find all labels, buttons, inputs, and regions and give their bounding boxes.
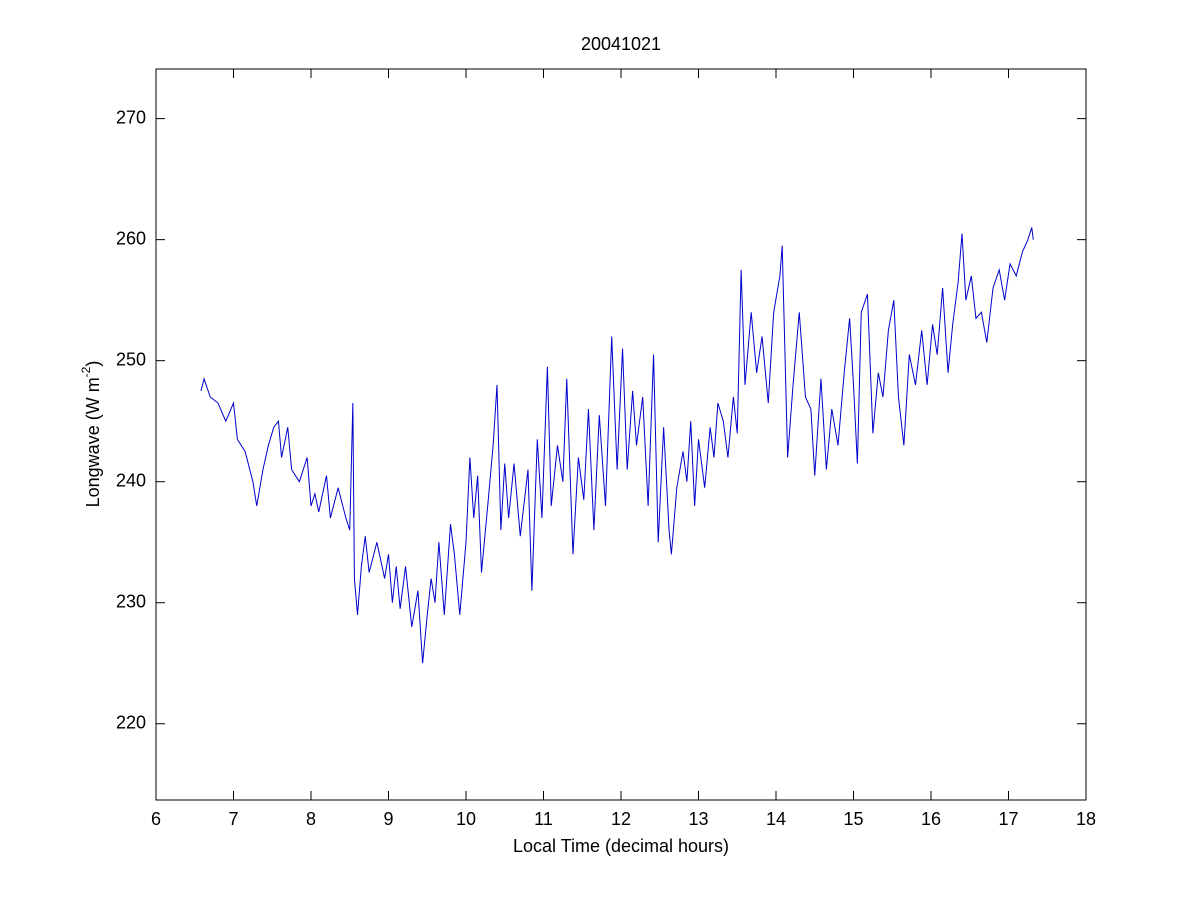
y-label-text: Longwave (W m [83,377,103,507]
x-tick-label: 16 [921,809,941,829]
x-tick-label: 14 [766,809,786,829]
x-tick-label: 12 [611,809,631,829]
y-tick-label: 270 [116,107,146,127]
x-axis-label: Local Time (decimal hours) [513,836,729,856]
x-tick-label: 17 [998,809,1018,829]
x-tick-label: 11 [534,809,553,829]
x-tick-label: 18 [1076,809,1096,829]
y-tick-label: 240 [116,470,146,490]
y-tick-label: 230 [116,591,146,611]
chart-title: 20041021 [581,34,661,54]
y-label-sup: -2 [79,366,93,377]
plot-area [155,68,1087,801]
x-tick-label: 8 [306,809,316,829]
x-tick-label: 10 [456,809,476,829]
y-tick-label: 250 [116,349,146,369]
y-axis-label: Longwave (W m-2) [79,361,103,508]
y-label-end: ) [83,361,103,367]
y-tick-label: 260 [116,228,146,248]
y-tick-label: 220 [116,713,146,733]
x-tick-label: 6 [151,809,161,829]
x-tick-label: 9 [383,809,393,829]
data-line [200,227,1034,664]
x-tick-label: 7 [228,809,238,829]
x-tick-label: 13 [688,809,708,829]
x-tick-label: 15 [843,809,863,829]
